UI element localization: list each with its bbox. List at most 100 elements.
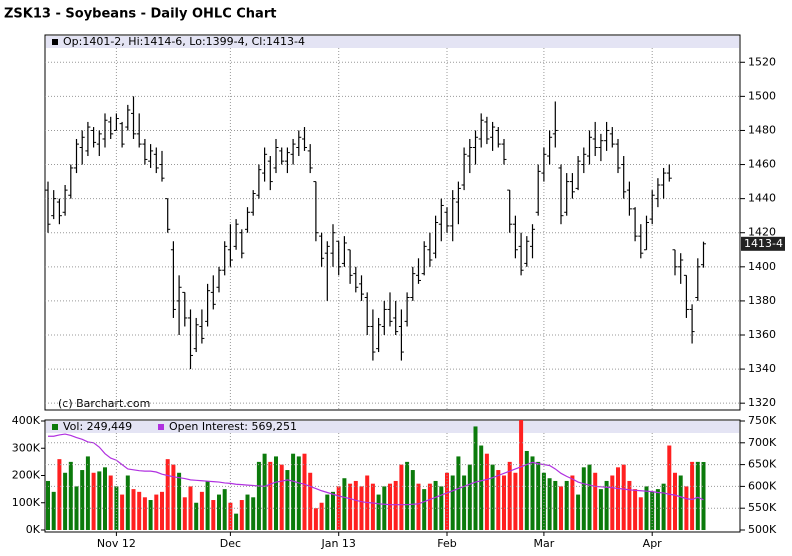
volume-bar xyxy=(616,467,620,530)
volume-bar xyxy=(536,461,541,530)
volume-bar xyxy=(142,497,147,530)
volume-bar xyxy=(479,445,484,530)
volume-bar xyxy=(291,453,296,530)
last-price-tag xyxy=(741,236,785,251)
y2-tick-label: 700K xyxy=(748,436,777,449)
price-panel xyxy=(44,34,741,411)
x-tick-label: Apr xyxy=(643,537,663,550)
volume-bar xyxy=(325,494,330,530)
volume-bar xyxy=(177,472,182,530)
x-tick-label: Dec xyxy=(220,537,241,550)
volume-bar xyxy=(496,470,501,530)
source: (c) Barchart.com xyxy=(58,397,150,410)
volume-bar xyxy=(274,456,278,530)
volume-bar xyxy=(393,480,398,530)
volume-bar xyxy=(633,489,638,530)
x-tick-label: Nov 12 xyxy=(97,537,136,550)
volume-bar xyxy=(427,483,432,530)
volume-bar xyxy=(137,491,142,530)
volume-bar xyxy=(547,478,552,530)
volume-bar xyxy=(211,500,216,530)
volume-bar xyxy=(445,472,449,530)
volume-bar xyxy=(313,508,318,530)
volume-bar xyxy=(199,491,204,530)
y-tick-label: 1520 xyxy=(748,55,776,68)
volume-bar xyxy=(701,462,706,530)
y-tick-label: 1420 xyxy=(748,226,776,239)
volume-bar xyxy=(553,480,558,530)
y-tick-label: 1400 xyxy=(748,260,776,273)
volume-bar xyxy=(638,497,643,530)
volume-bar xyxy=(125,475,130,530)
volume-bar xyxy=(279,464,284,530)
volume-bar xyxy=(205,480,210,530)
volume-bar xyxy=(593,472,598,530)
volume-bar xyxy=(450,475,455,530)
volume-bar xyxy=(331,491,335,530)
volume-bar xyxy=(416,483,421,530)
y-tick-label: 1320 xyxy=(748,396,776,409)
volume-bar xyxy=(131,489,136,530)
y-tick-label: 400K xyxy=(12,414,41,427)
volume-bar xyxy=(108,475,113,530)
volume-bar xyxy=(376,494,381,530)
volume-bar xyxy=(388,483,392,530)
volume-bar xyxy=(564,480,569,530)
volume-bar xyxy=(217,494,221,530)
volume-bar xyxy=(68,461,73,530)
x-tick-label: Jan 13 xyxy=(320,537,355,550)
volume-bar xyxy=(490,464,495,530)
volume-bar xyxy=(120,494,125,530)
volume-bar xyxy=(85,456,90,530)
y2-tick-label: 500K xyxy=(748,523,777,536)
y-tick-label: 1440 xyxy=(748,192,776,205)
y-tick-label: 300K xyxy=(12,441,41,454)
volume-bar xyxy=(462,475,467,530)
volume-bar xyxy=(598,489,603,530)
volume-bar xyxy=(103,467,107,530)
volume-bar xyxy=(296,456,301,530)
y-tick-label: 100K xyxy=(12,496,41,509)
volume-bar xyxy=(484,453,489,530)
y2-tick-label: 600K xyxy=(748,479,777,492)
volume-bar xyxy=(695,461,700,530)
volume-legend: Vol: 249,449 xyxy=(63,420,132,433)
volume-bar xyxy=(194,502,199,530)
volume-bar xyxy=(530,456,535,530)
volume-bar xyxy=(684,486,689,530)
volume-bar xyxy=(268,461,273,530)
volume-bar xyxy=(570,475,575,530)
volume-bar xyxy=(239,500,244,530)
volume-bar xyxy=(319,502,324,530)
volume-bar xyxy=(576,494,581,530)
y-tick-label: 1480 xyxy=(748,123,776,136)
volume-bar xyxy=(627,480,632,530)
volume-bar xyxy=(581,467,586,530)
last-price-label: 1413-4 xyxy=(744,237,783,250)
volume-bar xyxy=(234,513,239,530)
volume-bar xyxy=(148,500,153,530)
volume-bar xyxy=(359,486,364,530)
volume-bar xyxy=(228,502,233,530)
volume-bar xyxy=(661,483,666,530)
volume-bar xyxy=(422,489,427,530)
volume-bar xyxy=(160,491,164,530)
volume-bar xyxy=(507,461,512,530)
volume-bar xyxy=(655,489,660,530)
volume-bar xyxy=(399,464,404,530)
volume-bar xyxy=(262,453,267,530)
volume-bar xyxy=(604,480,609,530)
volume-bar xyxy=(690,461,695,530)
volume-bar xyxy=(256,461,261,530)
y-tick-label: 0K xyxy=(26,523,41,536)
volume-bar xyxy=(405,461,410,530)
legend-swatch xyxy=(158,424,164,430)
volume-bar xyxy=(80,470,85,530)
volume-bar xyxy=(302,453,307,530)
volume-bar xyxy=(353,480,358,530)
volume-bar xyxy=(524,450,529,530)
volume-bar xyxy=(513,472,518,530)
volume-layer xyxy=(46,420,706,530)
volume-bar xyxy=(541,472,546,530)
